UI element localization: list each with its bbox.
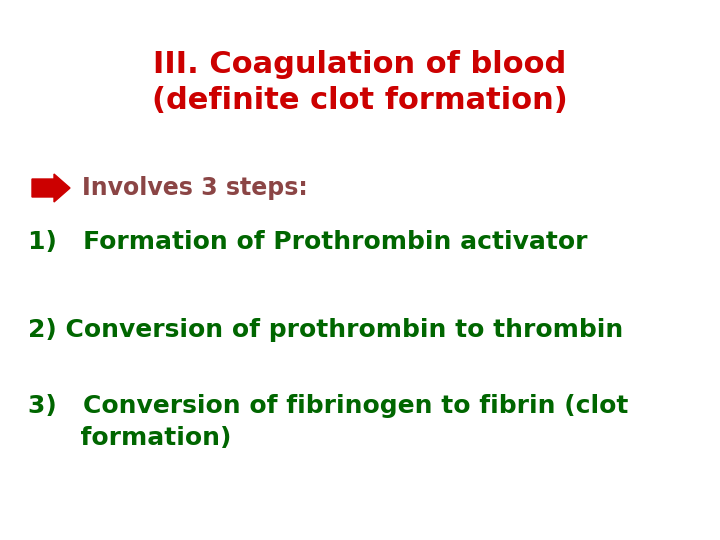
FancyArrow shape <box>32 174 70 202</box>
Text: 3)   Conversion of fibrinogen to fibrin (clot
      formation): 3) Conversion of fibrinogen to fibrin (c… <box>28 394 629 450</box>
Text: 1)   Formation of Prothrombin activator: 1) Formation of Prothrombin activator <box>28 230 588 254</box>
Text: III. Coagulation of blood
(definite clot formation): III. Coagulation of blood (definite clot… <box>152 50 568 115</box>
Text: 2) Conversion of prothrombin to thrombin: 2) Conversion of prothrombin to thrombin <box>28 318 624 342</box>
Text: Involves 3 steps:: Involves 3 steps: <box>82 176 307 200</box>
